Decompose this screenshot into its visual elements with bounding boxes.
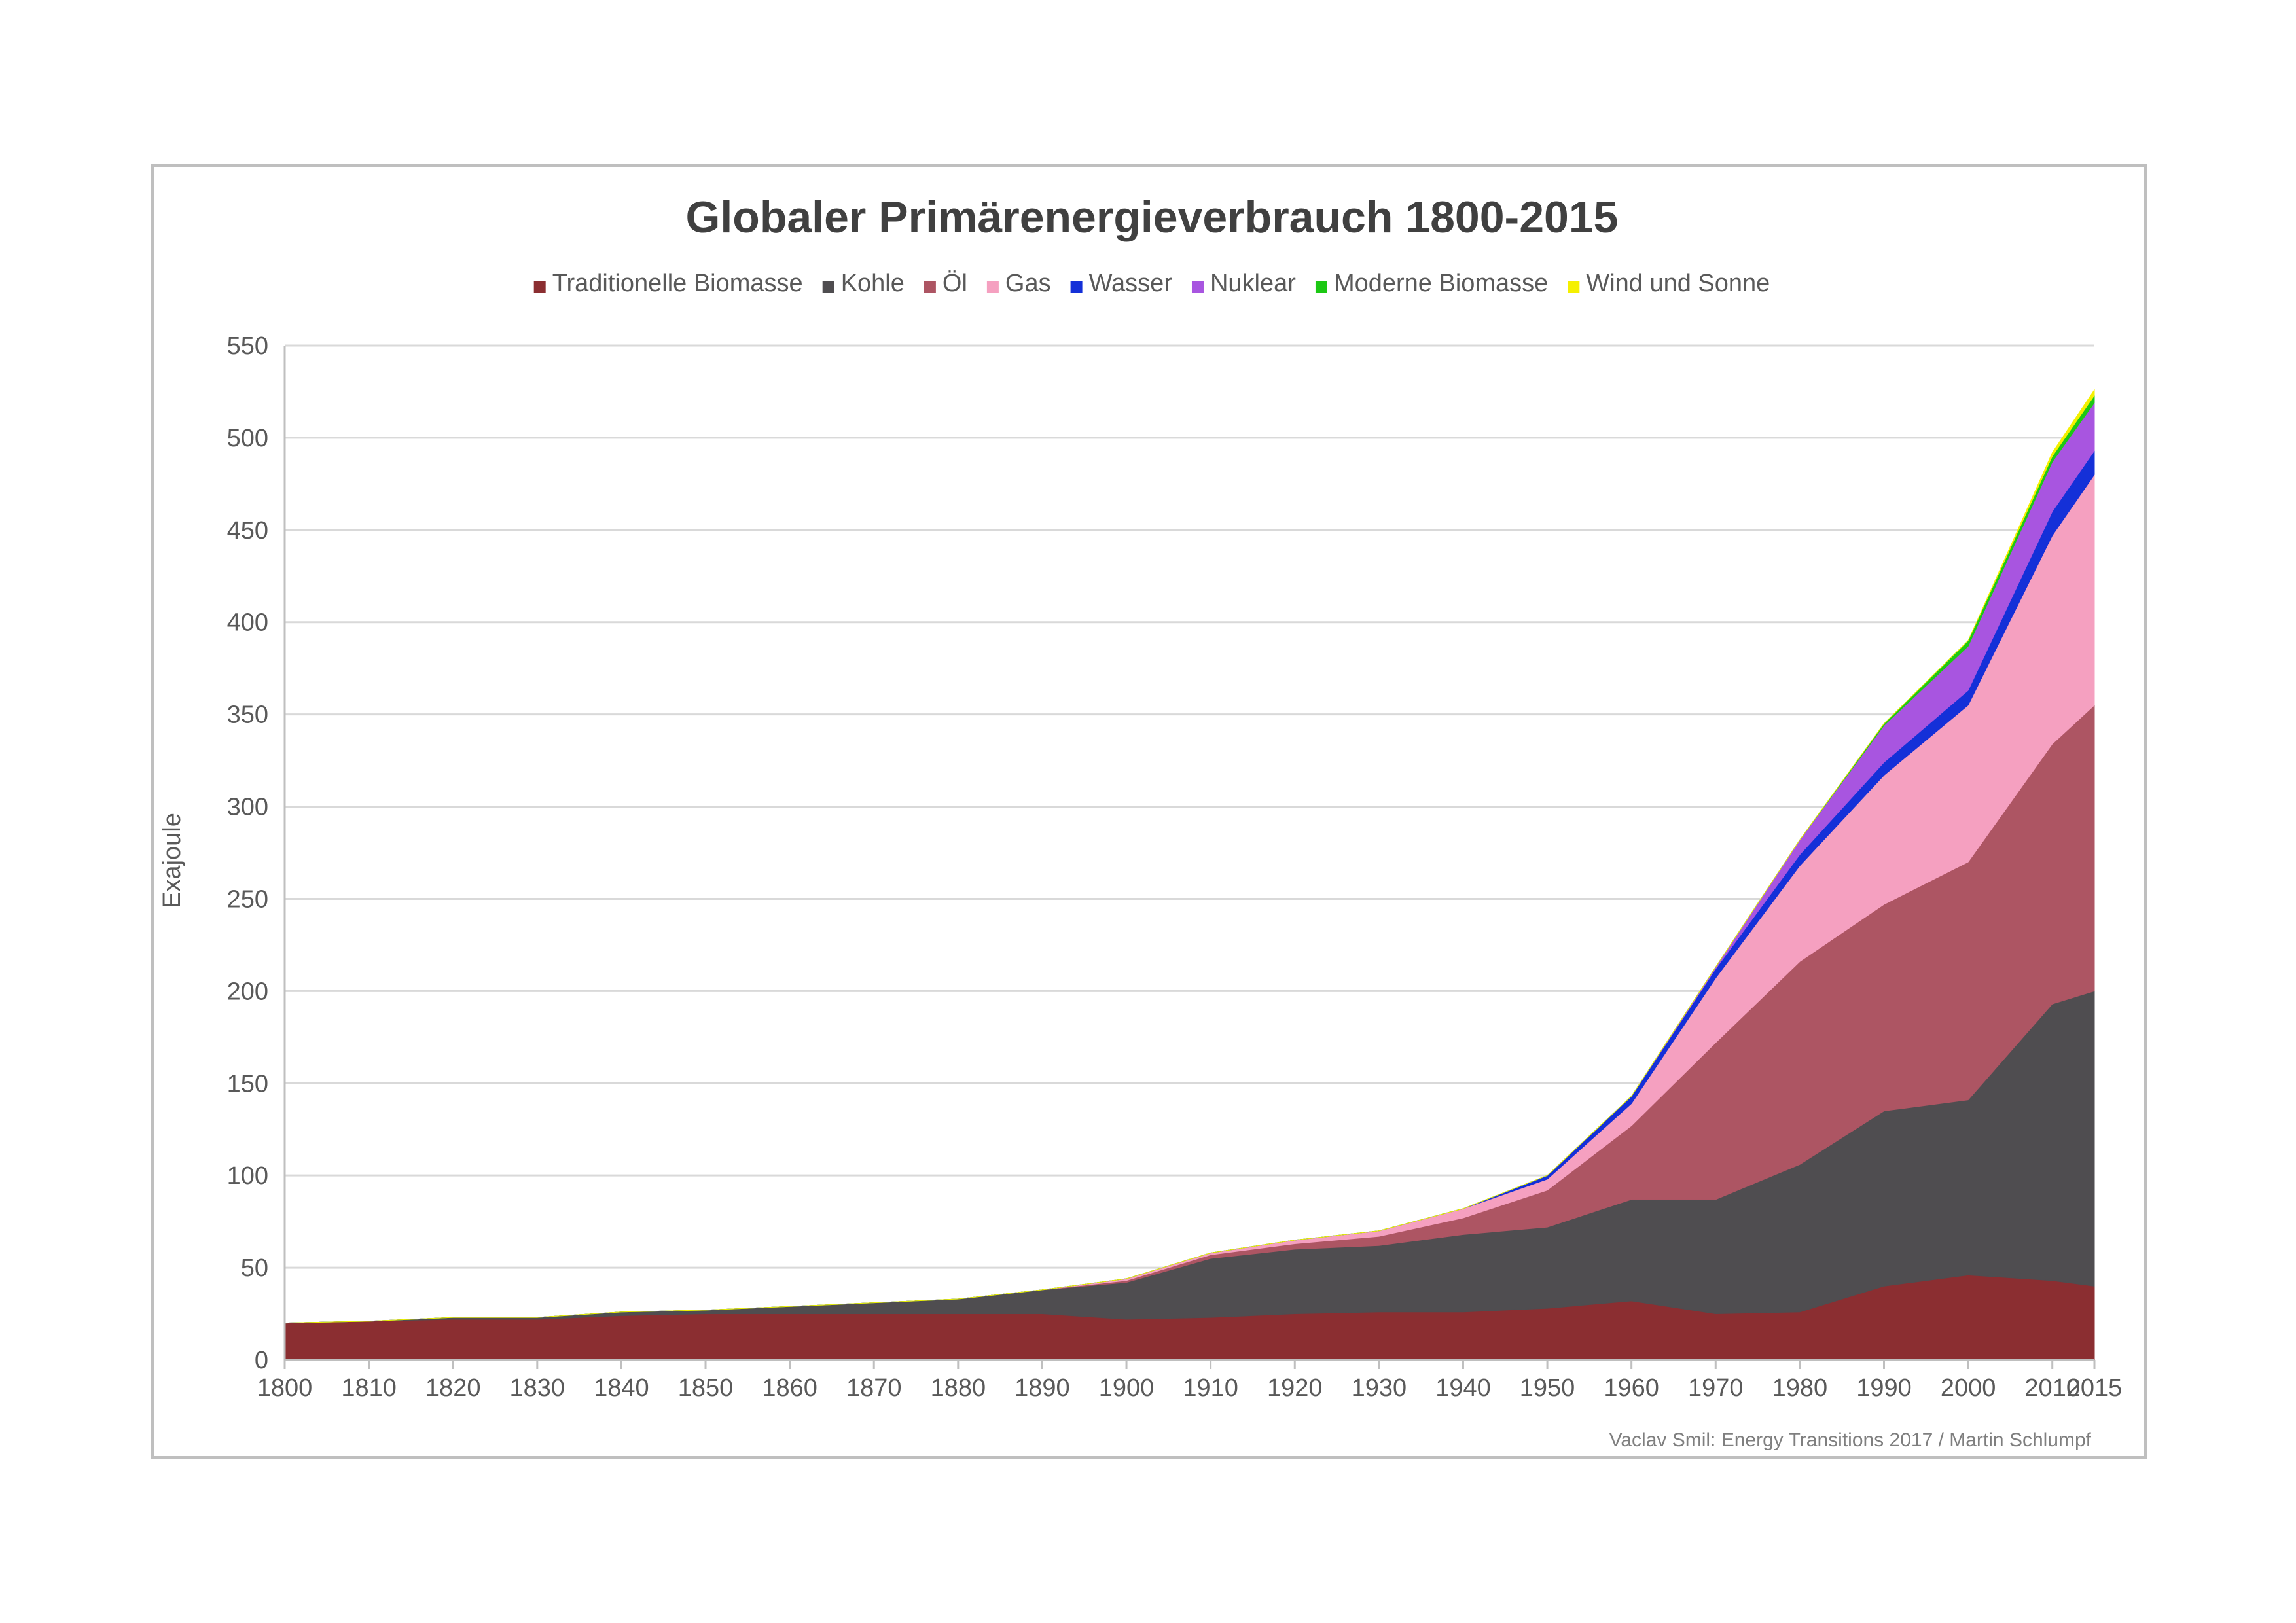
- legend-label: Öl: [942, 270, 967, 297]
- legend-item: Kohle: [822, 270, 905, 297]
- legend-item: Traditionelle Biomasse: [533, 270, 803, 297]
- legend-swatch: [1191, 281, 1204, 293]
- legend-swatch: [924, 281, 936, 293]
- legend-swatch: [1568, 281, 1580, 293]
- x-tick-label: 1900: [1099, 1374, 1155, 1402]
- x-tick-label: 1880: [931, 1374, 986, 1402]
- legend-item: Wasser: [1070, 270, 1173, 297]
- legend-label: Kohle: [841, 270, 905, 297]
- axes: [283, 346, 2096, 1369]
- legend-swatch: [1315, 281, 1327, 293]
- y-tick-label: 550: [227, 332, 268, 360]
- y-tick-label: 300: [227, 794, 268, 821]
- area-wind-und-sonne: [284, 388, 2095, 1324]
- legend-label: Traditionelle Biomasse: [552, 270, 803, 297]
- legend-label: Wasser: [1089, 270, 1173, 297]
- x-tick-label: 2010: [2024, 1374, 2080, 1402]
- legend-item: Gas: [986, 270, 1051, 297]
- x-tick-label: 1970: [1688, 1374, 1744, 1402]
- y-tick-label: 200: [227, 978, 268, 1005]
- x-tick-label: 1980: [1772, 1374, 1828, 1402]
- x-tick-label: 1800: [257, 1374, 313, 1402]
- x-tick-label: 1860: [762, 1374, 817, 1402]
- x-tick-label: 1830: [510, 1374, 565, 1402]
- y-tick-label: 450: [227, 517, 268, 544]
- x-tick-label: 1890: [1014, 1374, 1070, 1402]
- y-tick-label: 150: [227, 1070, 268, 1097]
- gridlines: [285, 344, 2094, 1269]
- y-tick-label: 400: [227, 609, 268, 637]
- legend-item: Nuklear: [1191, 270, 1296, 297]
- x-tick-label: 1950: [1520, 1374, 1575, 1402]
- x-tick-label: 1990: [1856, 1374, 1912, 1402]
- legend-label: Nuklear: [1210, 270, 1296, 297]
- x-tick-labels: 1800 1810 1820 1830 1840 1850 1860 1870 1880 1890…: [257, 1374, 2123, 1402]
- x-tick-label: 2000: [1941, 1374, 1996, 1402]
- chart-frame: Globaler Primärenergieverbrauch 1800-201…: [151, 164, 2147, 1459]
- legend-swatch: [533, 281, 546, 293]
- x-tick-label: 1810: [341, 1374, 397, 1402]
- legend-item: Wind und Sonne: [1568, 270, 1770, 297]
- chart-svg: Globaler Primärenergieverbrauch 1800-201…: [158, 192, 2123, 1451]
- x-tick-label: 1920: [1267, 1374, 1323, 1402]
- y-tick-label: 350: [227, 702, 268, 729]
- y-tick-label: 250: [227, 885, 268, 913]
- y-tick-label: 50: [241, 1255, 268, 1282]
- y-tick-label: 500: [227, 425, 268, 452]
- area-series: [284, 388, 2095, 1361]
- legend-label: Wind und Sonne: [1586, 270, 1770, 297]
- y-tick-label: 0: [255, 1347, 268, 1374]
- legend: Traditionelle Biomasse Kohle Öl Gas Wasser Nu…: [533, 270, 1770, 297]
- legend-label: Gas: [1005, 270, 1051, 297]
- source-note: Vaclav Smil: Energy Transitions 2017 / M…: [1609, 1429, 2092, 1451]
- x-tick-label: 1850: [678, 1374, 734, 1402]
- legend-item: Moderne Biomasse: [1315, 270, 1548, 297]
- y-axis-label: Exajoule: [158, 813, 186, 908]
- x-tick-label: 2015: [2067, 1374, 2123, 1402]
- legend-swatch: [1070, 281, 1083, 293]
- x-tick-label: 1820: [425, 1374, 481, 1402]
- x-tick-label: 1940: [1435, 1374, 1491, 1402]
- legend-swatch: [822, 281, 834, 293]
- x-tick-label: 1930: [1352, 1374, 1407, 1402]
- y-tick-labels: 0 50 100 150 200 250 300 350 400 450 500 550: [227, 332, 268, 1374]
- x-tick-label: 1960: [1604, 1374, 1659, 1402]
- y-tick-label: 100: [227, 1162, 268, 1190]
- chart-title: Globaler Primärenergieverbrauch 1800-201…: [686, 192, 1619, 242]
- x-tick-label: 1870: [846, 1374, 902, 1402]
- legend-swatch: [986, 281, 999, 293]
- x-tick-label: 1840: [594, 1374, 649, 1402]
- legend-item: Öl: [924, 270, 967, 297]
- x-tick-label: 1910: [1183, 1374, 1238, 1402]
- legend-label: Moderne Biomasse: [1334, 270, 1548, 297]
